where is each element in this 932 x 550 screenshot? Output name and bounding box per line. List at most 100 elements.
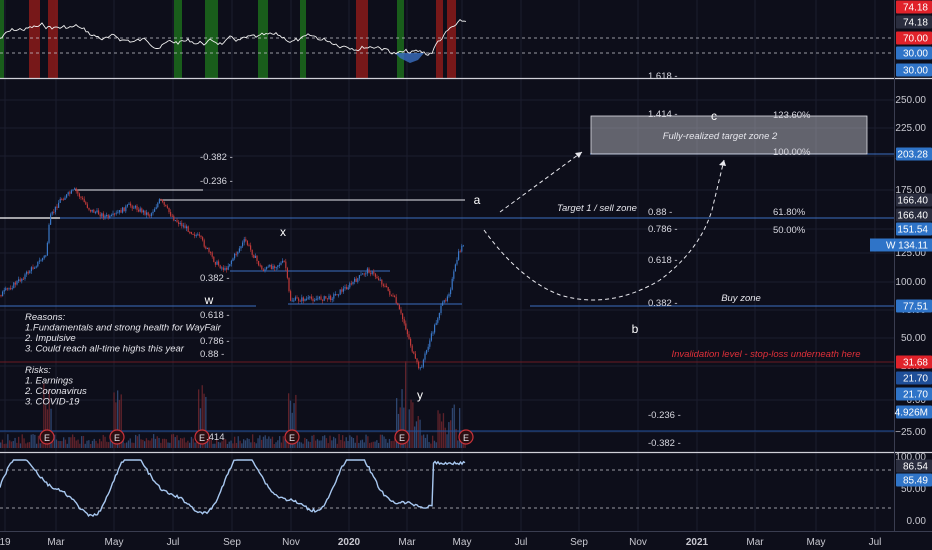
fib-label: 61.80%	[773, 207, 806, 218]
time-axis-tick-label: May	[807, 537, 826, 548]
svg-text:31.68: 31.68	[903, 358, 928, 369]
time-axis-tick-label: Mar	[398, 537, 416, 548]
projection-path-a	[499, 151, 583, 213]
fib-label: 0.786 -	[648, 224, 678, 235]
rsi-axis-tag: 74.18	[896, 0, 932, 14]
time-axis-tick-label: Nov	[629, 537, 647, 548]
price-axis-tick-label: 175.00	[895, 185, 926, 196]
earnings-marker[interactable]: E	[39, 429, 55, 445]
rsi-axis-tag: 70.00	[896, 31, 932, 45]
fib-label: -0.236 -	[200, 176, 233, 187]
price-axis-tick-label: 100.00	[895, 277, 926, 288]
price-candles	[0, 187, 464, 371]
svg-text:E: E	[289, 433, 295, 443]
reason-line: Reasons:	[25, 312, 65, 323]
stoch-axis-tag: 85.49	[896, 473, 932, 487]
time-axis-tick-label: Sep	[570, 537, 588, 548]
earnings-marker[interactable]: E	[458, 429, 474, 445]
time-axis-tick-label: 19	[0, 537, 11, 548]
price-axis-tag: 166.40	[896, 208, 932, 222]
price-axis-tag: 4.926M	[895, 405, 932, 419]
vertical-gridlines	[4, 0, 876, 531]
earnings-marker[interactable]: E	[394, 429, 410, 445]
svg-text:E: E	[463, 433, 469, 443]
fib-level-labels: 1.618 - 1.414 - -0.382 - -0.236 - 0.382 - 0.6…	[200, 71, 811, 449]
svg-text:W 134.11: W 134.11	[886, 241, 928, 252]
reason-line: 1.Fundamentals and strong health for Way…	[25, 323, 222, 334]
wave-label-w: w	[204, 293, 214, 307]
svg-text:E: E	[44, 433, 50, 443]
price-axis-tag: 151.54	[896, 222, 932, 236]
buy-zone-label: Buy zone	[721, 293, 761, 304]
svg-text:30.00: 30.00	[903, 66, 928, 77]
wave-label-c: c	[711, 109, 717, 123]
volume-bars	[0, 361, 466, 448]
fib-label: 1.414 -	[648, 109, 678, 120]
time-axis[interactable]: 19 Mar May Jul Sep Nov 2020 Mar May Jul Sep Nov 2021…	[0, 537, 881, 548]
time-axis-tick-label: Mar	[47, 537, 65, 548]
price-axis-tick-label: 225.00	[895, 123, 926, 134]
time-axis-tick-label: Nov	[282, 537, 300, 548]
arrow-head-2	[719, 160, 726, 166]
svg-text:30.00: 30.00	[903, 49, 928, 60]
price-axis-tag: 77.51	[896, 299, 932, 313]
fib-label: 0.382 -	[648, 298, 678, 309]
time-axis-tick-label: Jul	[869, 537, 882, 548]
earnings-marker[interactable]: E	[284, 429, 300, 445]
reason-line: 3. Could reach all-time highs this year	[25, 344, 185, 355]
price-axis-tick-label: 50.00	[901, 333, 926, 344]
fib-label: 123.60%	[773, 110, 811, 121]
horizontal-gridlines	[0, 99, 894, 433]
svg-text:E: E	[199, 433, 205, 443]
fib-label: -0.236 -	[648, 410, 681, 421]
target1-label: Target 1 / sell zone	[557, 203, 637, 214]
price-axis-tag: 31.68	[896, 355, 932, 369]
svg-text:21.70: 21.70	[903, 374, 928, 385]
svg-text:166.40: 166.40	[897, 211, 928, 222]
svg-text:21.70: 21.70	[903, 390, 928, 401]
rsi-axis-tag: 30.00	[896, 46, 932, 60]
risk-line: 1. Earnings	[25, 376, 73, 387]
arrow-head-1	[575, 152, 582, 158]
earnings-marker[interactable]: E	[194, 429, 210, 445]
price-axis-tag: 166.40	[896, 193, 932, 207]
svg-text:151.54: 151.54	[897, 225, 928, 236]
svg-text:E: E	[399, 433, 405, 443]
price-axis-tick-label: −25.00	[895, 427, 926, 438]
fib-label: -0.382 -	[648, 438, 681, 449]
time-axis-tick-label: May	[453, 537, 472, 548]
svg-text:166.40: 166.40	[897, 196, 928, 207]
time-axis-tick-label: May	[105, 537, 124, 548]
fib-label: 1.618 -	[648, 71, 678, 82]
price-axis-tag: 21.70	[896, 371, 932, 385]
fib-label: .414	[206, 432, 225, 443]
stoch-axis-tick-label: 100.00	[895, 452, 926, 463]
time-axis-tick-label: Jul	[167, 537, 180, 548]
fib-label: 0.618 -	[648, 255, 678, 266]
fib-label: 50.00%	[773, 225, 806, 236]
price-axis-tick-label: 250.00	[895, 95, 926, 106]
time-axis-tick-label: 2021	[686, 537, 709, 548]
svg-text:74.18: 74.18	[903, 3, 928, 14]
svg-text:85.49: 85.49	[903, 476, 928, 487]
price-axis-tag: 203.28	[896, 147, 932, 161]
rsi-axis-tag: 30.00	[896, 63, 932, 77]
price-axis-tag: 21.70	[896, 387, 932, 401]
risk-line: 3. COVID-19	[25, 397, 80, 408]
time-axis-tick-label: Mar	[746, 537, 764, 548]
rsi-oversold-fill	[395, 53, 424, 63]
price-axis-tags: 74.18 74.18 70.00 30.00 30.00 203.28 166.40 166…	[870, 0, 932, 487]
svg-text:E: E	[114, 433, 120, 443]
wave-label-a: a	[474, 193, 481, 207]
target-zone-label: Fully-realized target zone 2	[663, 131, 778, 142]
stoch-axis-tag: 86.54	[896, 459, 932, 473]
svg-text:74.18: 74.18	[903, 18, 928, 29]
target-zone-box[interactable]	[590, 115, 868, 155]
earnings-marker[interactable]: E	[109, 429, 125, 445]
svg-text:203.28: 203.28	[897, 150, 928, 161]
